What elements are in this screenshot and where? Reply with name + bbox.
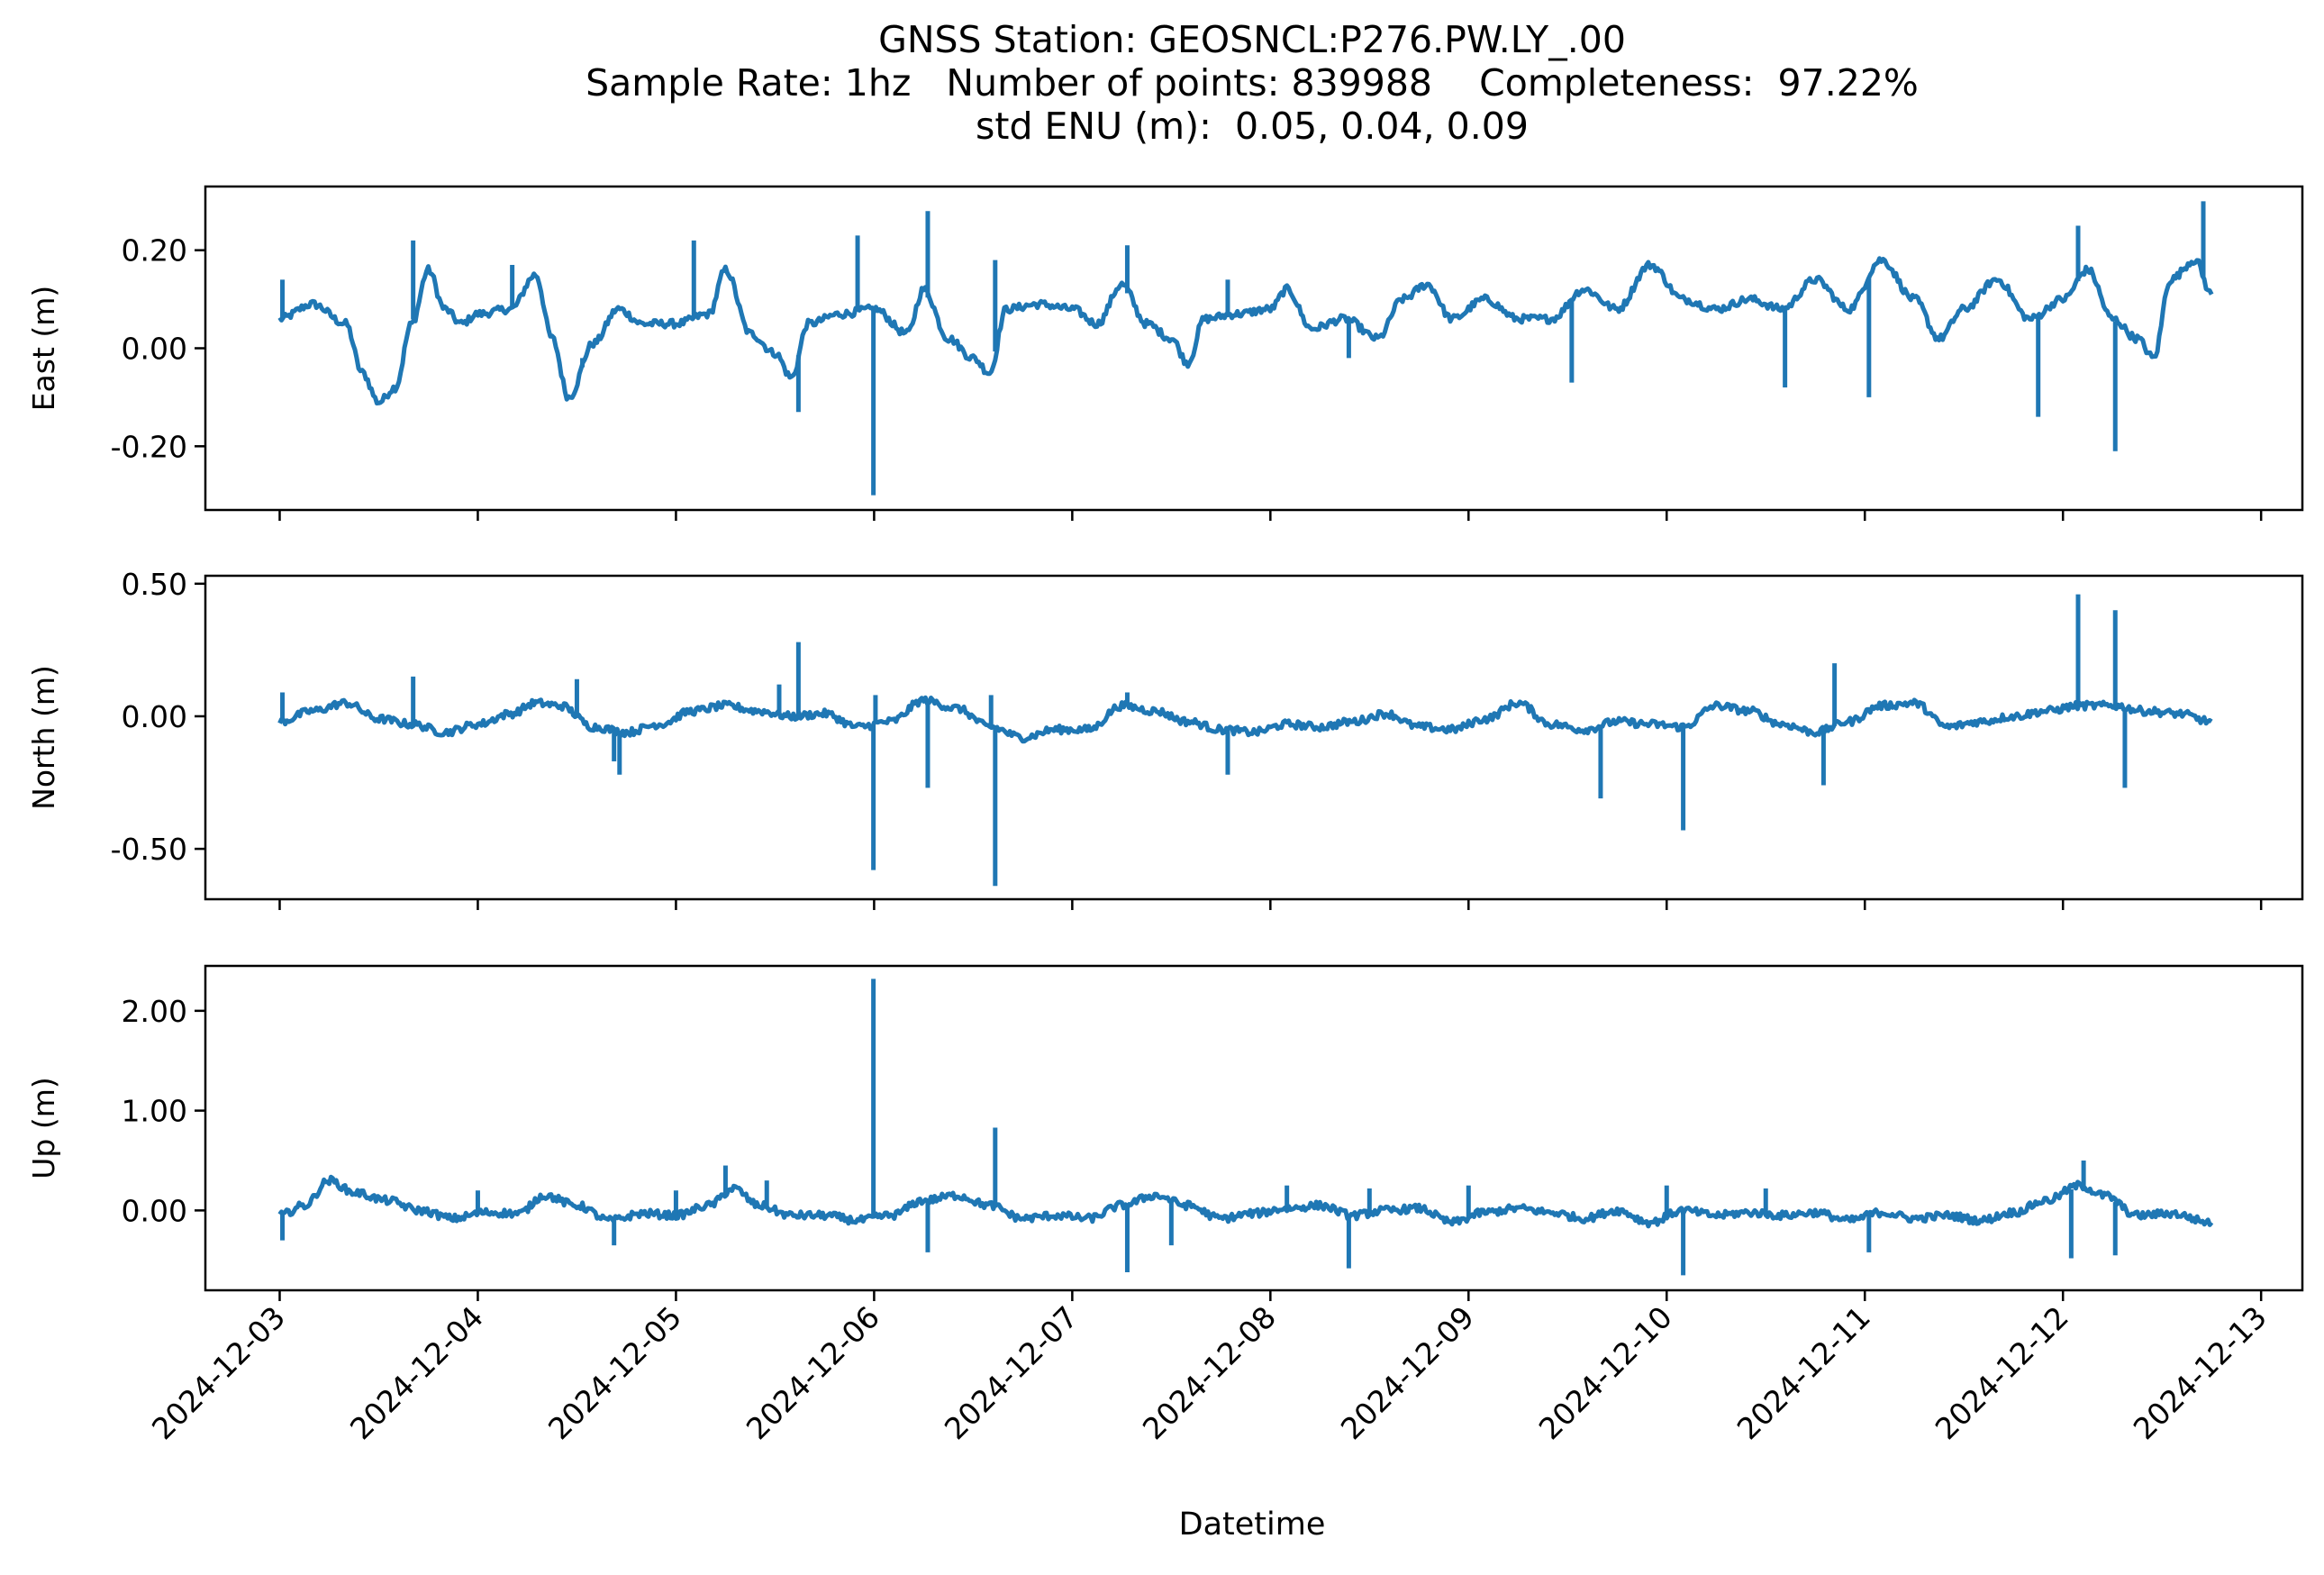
x-tick-label-4: 2024-12-07 (938, 1299, 1085, 1446)
y-tick-label-2-0: 0.00 (122, 1193, 187, 1228)
y-tick-label-2-1: 1.00 (122, 1094, 187, 1129)
y-tick-label-1-1: 0.00 (122, 699, 187, 734)
panel-frame-0 (204, 185, 2304, 512)
title-line-station: GNSS Station: GEOSNCL:P276.PW.LY_.00 (878, 18, 1626, 61)
x-tick-label-2: 2024-12-05 (541, 1299, 688, 1446)
x-tick-label-0: 2024-12-03 (145, 1299, 292, 1446)
y-tick-label-2-2: 2.00 (122, 994, 187, 1029)
y-axis-label-2: Up (m) (26, 1077, 61, 1179)
panel-frame-2 (204, 964, 2304, 1292)
x-tick-label-7: 2024-12-10 (1532, 1299, 1679, 1446)
title-line-stats: Sample Rate: 1hz Number of points: 83998… (586, 61, 1919, 105)
x-tick-label-9: 2024-12-12 (1929, 1299, 2075, 1446)
x-tick-label-1: 2024-12-04 (343, 1299, 490, 1446)
y-axis-label-0: East (m) (26, 286, 61, 412)
x-axis-label: Datetime (1178, 1507, 1326, 1543)
y-tick-label-1-0: -0.50 (111, 832, 187, 867)
x-tick-label-3: 2024-12-06 (740, 1299, 886, 1446)
series-line-0 (277, 256, 2214, 405)
y-tick-label-1-2: 0.50 (122, 567, 187, 602)
x-tick-label-10: 2024-12-13 (2127, 1299, 2274, 1446)
series-line-2 (277, 1174, 2214, 1229)
y-axis-label-1: North (m) (26, 665, 61, 810)
x-tick-label-8: 2024-12-11 (1730, 1299, 1877, 1446)
x-tick-label-6: 2024-12-09 (1334, 1299, 1481, 1446)
panel-frame-1 (204, 574, 2304, 901)
y-tick-label-0-1: 0.00 (122, 332, 187, 367)
series-line-1 (277, 695, 2213, 744)
x-tick-label-5: 2024-12-08 (1136, 1299, 1283, 1446)
y-tick-label-0-0: -0.20 (111, 429, 187, 464)
y-tick-label-0-2: 0.20 (122, 233, 187, 269)
title-line-std: std ENU (m): 0.05, 0.04, 0.09 (976, 105, 1529, 148)
chart-title: GNSS Station: GEOSNCL:P276.PW.LY_.00 Sam… (0, 18, 2324, 148)
